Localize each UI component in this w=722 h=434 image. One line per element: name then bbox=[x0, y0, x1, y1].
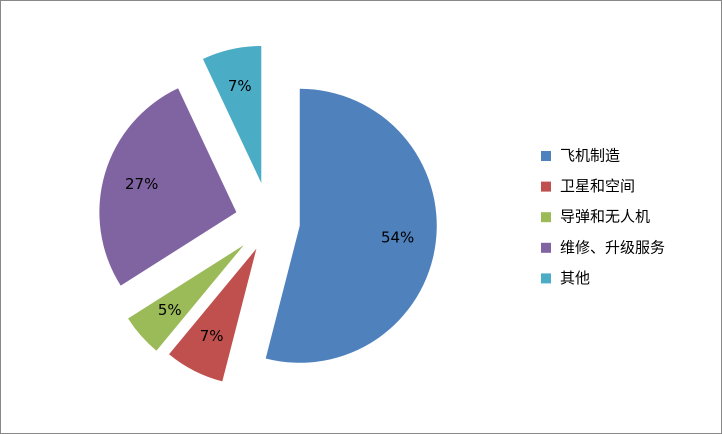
legend-swatch bbox=[541, 212, 551, 223]
legend-swatch bbox=[541, 151, 551, 161]
data-label: 5% bbox=[158, 301, 182, 319]
legend-swatch bbox=[541, 181, 551, 192]
data-label: 7% bbox=[200, 327, 224, 345]
legend-label: 飞机制造 bbox=[560, 147, 620, 165]
legend-label: 其他 bbox=[560, 269, 590, 287]
legend-label: 维修、升级服务 bbox=[560, 238, 665, 256]
data-label: 7% bbox=[228, 77, 252, 95]
pie-slice bbox=[202, 45, 262, 183]
data-label: 27% bbox=[125, 175, 158, 193]
data-label: 54% bbox=[381, 229, 414, 247]
pie-slice bbox=[169, 248, 257, 382]
pie-slice bbox=[128, 245, 244, 351]
legend-swatch bbox=[541, 273, 551, 284]
legend-swatch bbox=[541, 242, 551, 253]
pie-slice bbox=[99, 88, 237, 286]
legend-label: 导弹和无人机 bbox=[560, 208, 650, 226]
pie-slice bbox=[265, 88, 437, 363]
legend-label: 卫星和空间 bbox=[560, 177, 635, 195]
